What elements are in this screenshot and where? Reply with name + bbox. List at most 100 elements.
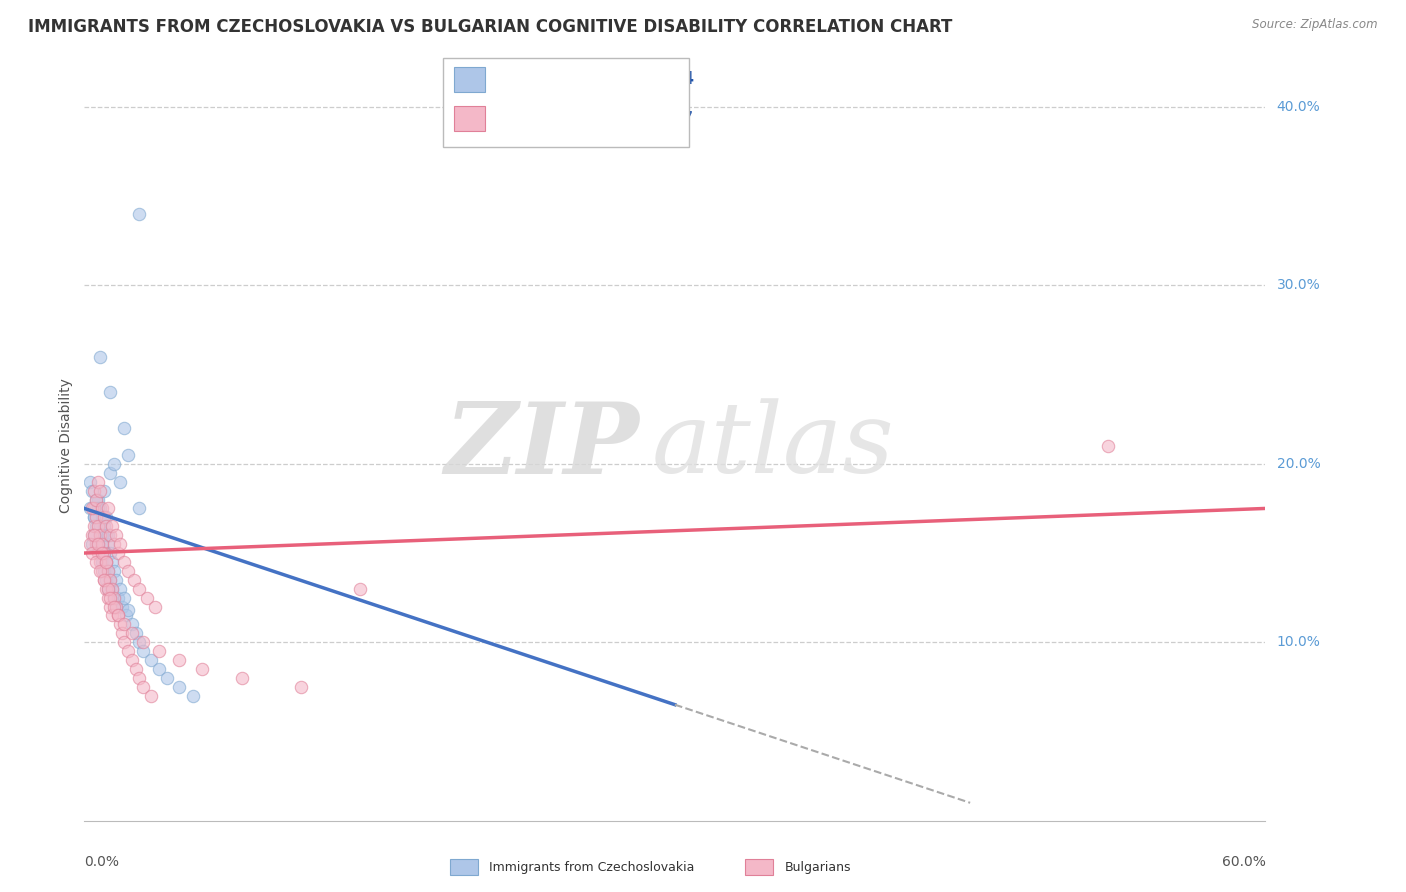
Point [107,608,129,623]
Text: IMMIGRANTS FROM CZECHOSLOVAKIA VS BULGARIAN COGNITIVE DISABILITY CORRELATION CHA: IMMIGRANTS FROM CZECHOSLOVAKIA VS BULGAR… [28,18,952,36]
Point [83,510,105,524]
Point [83,528,105,542]
Point [94,528,117,542]
Point [93,546,115,560]
Point [91,528,114,542]
Point [117,644,139,658]
Point [104,573,127,587]
Point [101,555,124,569]
Point [89,528,111,542]
Point [93,573,115,587]
Point [89,555,111,569]
Point [97,582,120,596]
Point [98,573,121,587]
Point [79,537,101,551]
Text: atlas: atlas [651,399,894,493]
Point [103,564,125,578]
Point [93,546,115,560]
Point [84,501,107,516]
Point [103,537,125,551]
Point [290,680,312,694]
Point [83,501,105,516]
Point [167,680,190,694]
Point [141,689,163,703]
Point [94,555,117,569]
Point [112,555,135,569]
Point [94,519,117,533]
Point [98,573,121,587]
Point [141,653,163,667]
Point [82,501,104,516]
Point [104,599,127,614]
Point [101,608,124,623]
Point [87,546,110,560]
Point [87,537,110,551]
Point [91,546,114,560]
Point [117,564,139,578]
Point [191,662,214,676]
Point [82,528,104,542]
Point [98,599,121,614]
Point [128,635,150,649]
Point [79,475,101,489]
Point [107,591,129,605]
Point [83,519,105,533]
Text: Immigrants from Czechoslovakia: Immigrants from Czechoslovakia [489,861,695,873]
Point [111,599,134,614]
Point [1097,439,1119,453]
Point [107,546,129,560]
Point [94,573,117,587]
Point [97,564,120,578]
Text: 30.0%: 30.0% [1277,278,1320,293]
Point [114,608,136,623]
Point [132,644,155,658]
Text: 20.0%: 20.0% [1277,457,1320,471]
Point [121,617,143,632]
Point [98,528,121,542]
Point [124,662,146,676]
Point [97,501,120,516]
Y-axis label: Cognitive Disability: Cognitive Disability [59,378,73,514]
Point [98,546,121,560]
Point [84,492,107,507]
Point [101,582,124,596]
Point [87,537,110,551]
Point [91,555,114,569]
Point [143,599,166,614]
Point [103,599,125,614]
Text: 60.0%: 60.0% [1222,855,1265,870]
Point [89,528,111,542]
Point [107,608,129,623]
Point [148,644,170,658]
Text: ZIP: ZIP [444,398,640,494]
Point [94,555,117,569]
Point [136,591,159,605]
Point [97,564,120,578]
Point [82,546,104,560]
Point [132,680,155,694]
Point [181,689,204,703]
Point [108,617,131,632]
Point [84,555,107,569]
Point [103,457,125,471]
Point [156,671,179,685]
Point [103,591,125,605]
Point [104,599,127,614]
Point [87,519,110,533]
Point [108,582,131,596]
Point [97,582,120,596]
Point [112,421,135,435]
Point [349,582,371,596]
Point [89,519,111,533]
Point [128,582,150,596]
Point [108,475,131,489]
Point [93,483,115,498]
Point [97,528,120,542]
Point [91,510,114,524]
Point [97,537,120,551]
Point [83,510,105,524]
Point [148,662,170,676]
Point [101,519,124,533]
Point [117,448,139,462]
Point [124,626,146,640]
